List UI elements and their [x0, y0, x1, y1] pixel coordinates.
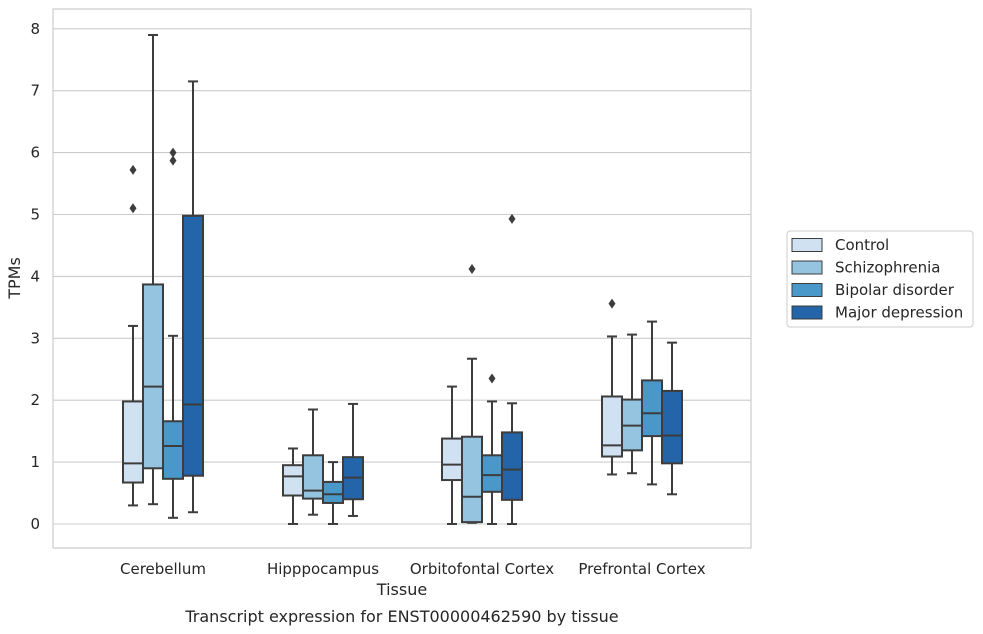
legend-swatch: [791, 260, 823, 275]
x-tick-label: Prefrontal Cortex: [578, 560, 705, 578]
box-group: [122, 164, 144, 507]
outlier-point: [608, 298, 616, 309]
box: [282, 464, 304, 497]
y-tick-label: 8: [30, 20, 40, 38]
box: [441, 437, 463, 482]
box-group: [661, 341, 683, 496]
outlier-point: [508, 213, 516, 224]
box-group: [461, 263, 483, 524]
x-tick-label: Hipppocampus: [267, 560, 379, 578]
box: [182, 214, 204, 477]
box-group: [162, 147, 184, 519]
box: [302, 454, 324, 500]
plot-boxes: [122, 33, 683, 525]
box-group: [481, 373, 503, 525]
x-axis-label: Tissue: [376, 580, 427, 599]
y-tick-label: 4: [30, 267, 40, 285]
box-group: [501, 213, 523, 525]
y-tick-label: 7: [30, 82, 40, 100]
chart-caption: Transcript expression for ENST0000046259…: [184, 607, 618, 626]
box: [122, 400, 144, 484]
box-group: [282, 447, 304, 525]
outlier-point: [129, 203, 137, 214]
box: [461, 435, 483, 524]
plot-frame: [52, 8, 752, 549]
box: [322, 480, 344, 504]
box: [661, 389, 683, 465]
box-group: [641, 320, 663, 486]
legend-label: Major depression: [835, 304, 963, 322]
legend-label: Control: [835, 236, 889, 254]
box-group: [601, 298, 623, 476]
y-axis-label: TPMs: [5, 257, 24, 300]
y-axis-ticks: 0 1 2 3 4 5 6 7 8: [30, 20, 40, 533]
x-tick-label: Cerebellum: [120, 560, 206, 578]
y-tick-label: 2: [30, 391, 40, 409]
legend-label: Bipolar disorder: [835, 281, 955, 299]
box-group: [621, 333, 643, 475]
box-group: [182, 80, 204, 514]
outlier-point: [169, 155, 177, 166]
box-group: [142, 33, 164, 506]
box: [501, 431, 523, 501]
box: [162, 420, 184, 480]
legend: Control Schizophrenia Bipolar disorder Majo…: [786, 230, 974, 328]
legend-swatch: [791, 305, 823, 320]
box-group: [302, 408, 324, 516]
box-group: [342, 402, 364, 517]
box: [641, 379, 663, 438]
y-tick-label: 6: [30, 144, 40, 162]
y-tick-label: 3: [30, 329, 40, 347]
outlier-point: [468, 263, 476, 274]
box: [142, 283, 164, 470]
box-group: [322, 461, 344, 525]
legend-label: Schizophrenia: [835, 259, 940, 277]
box: [601, 395, 623, 458]
legend-frame: [786, 230, 974, 328]
outlier-point: [488, 373, 496, 384]
outlier-point: [169, 147, 177, 158]
y-tick-label: 0: [30, 515, 40, 533]
x-tick-label: Orbitofontal Cortex: [410, 560, 554, 578]
x-axis-ticks: Cerebellum Hipppocampus Orbitofontal Corte…: [120, 560, 706, 578]
box: [481, 454, 503, 493]
legend-swatch: [791, 283, 823, 297]
legend-swatch: [791, 238, 823, 252]
outlier-point: [129, 164, 137, 175]
box-group: [441, 385, 463, 525]
y-tick-label: 5: [30, 206, 40, 224]
y-tick-label: 1: [30, 453, 40, 471]
